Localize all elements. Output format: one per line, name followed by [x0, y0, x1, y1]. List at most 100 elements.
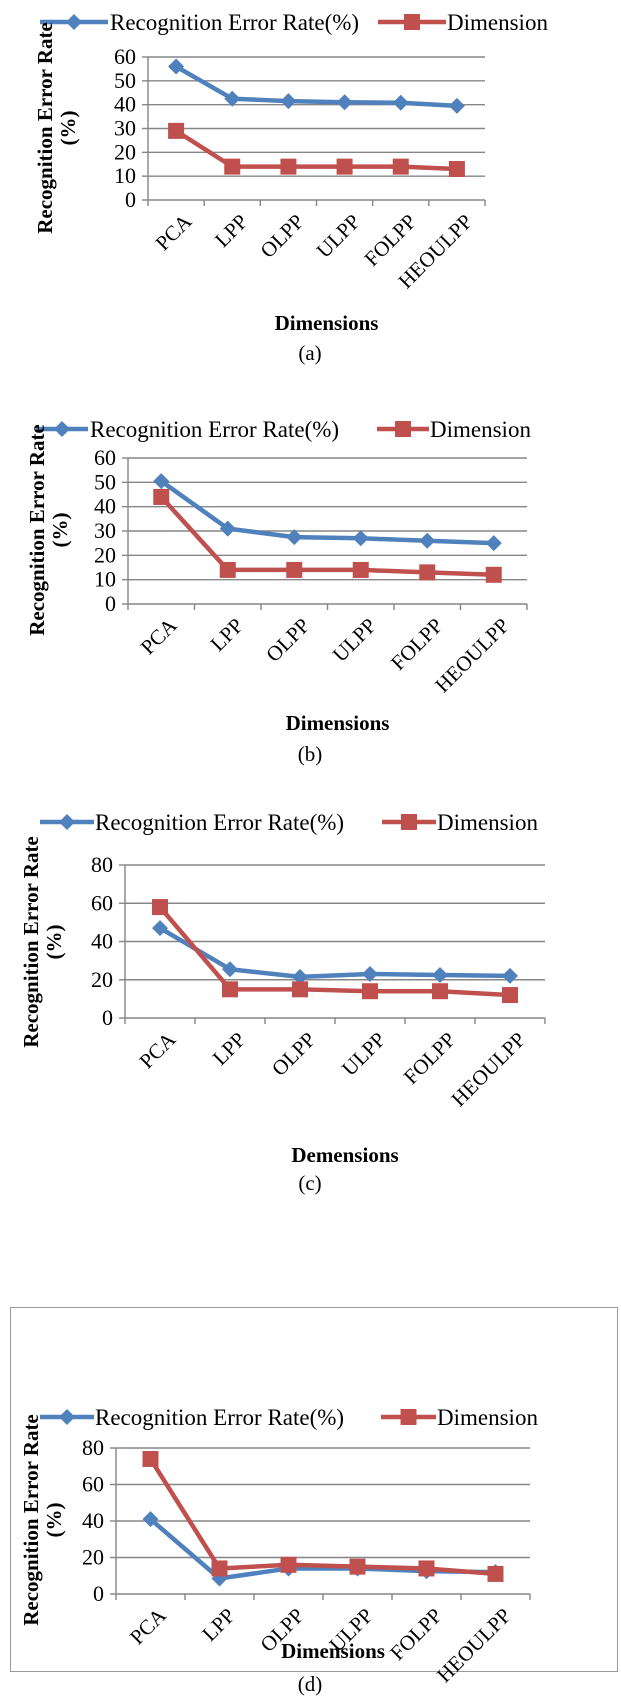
data-point-error-rate	[419, 532, 436, 549]
data-point-error-rate	[286, 529, 303, 546]
x-category-label: PCA	[136, 613, 182, 659]
x-category-label: PCA	[125, 1603, 171, 1649]
data-point-error-rate	[336, 94, 353, 111]
x-category-label: LPP	[210, 209, 253, 252]
series-line-dimension	[174, 128, 458, 172]
data-point-error-rate	[152, 920, 168, 937]
data-point-dimension	[487, 1565, 504, 1582]
legend-label-dimension: Dimension	[437, 810, 538, 835]
x-axis-title: Dimensions	[275, 311, 379, 335]
y-tick-label: 40	[94, 494, 116, 519]
legend-marker-dimension	[395, 421, 411, 437]
data-point-error-rate	[153, 473, 170, 490]
data-point-dimension	[142, 1450, 159, 1467]
y-tick-label: 10	[94, 567, 116, 592]
data-point-error-rate	[502, 967, 518, 984]
data-point-error-rate	[142, 1511, 159, 1528]
legend-label-error-rate: Recognition Error Rate(%)	[110, 10, 359, 35]
x-category-label: OLPP	[267, 1027, 320, 1080]
data-point-error-rate	[222, 961, 238, 978]
series-line-error-rate	[174, 64, 458, 109]
series-line-dimension	[159, 495, 494, 578]
series-line-dimension	[148, 1457, 496, 1577]
legend-label-error-rate: Recognition Error Rate(%)	[95, 810, 344, 835]
legend-label-dimension: Dimension	[430, 417, 531, 442]
y-axis-title-unit: (%)	[48, 513, 72, 548]
y-tick-label: 40	[91, 929, 113, 954]
y-tick-label: 0	[93, 1581, 104, 1606]
y-tick-label: 50	[94, 469, 116, 494]
series-line-dimension	[158, 905, 511, 998]
y-axis-title: Recognition Error Rate	[25, 424, 49, 636]
x-category-label: FOLPP	[399, 1027, 461, 1089]
data-point-dimension	[349, 1558, 366, 1575]
x-category-label: LPP	[205, 613, 248, 656]
data-point-dimension	[152, 899, 168, 916]
y-tick-label: 60	[82, 1472, 104, 1497]
y-tick-label: 10	[114, 163, 136, 188]
x-category-label: FOLPP	[385, 1603, 447, 1665]
data-point-error-rate	[292, 968, 308, 985]
data-point-dimension	[219, 561, 236, 578]
data-point-dimension	[418, 1560, 435, 1577]
data-point-error-rate	[448, 97, 465, 114]
y-tick-label: 60	[94, 445, 116, 470]
x-category-label: ULPP	[328, 613, 381, 666]
data-point-dimension	[222, 981, 238, 998]
x-axis-title: Demensions	[291, 1143, 398, 1167]
data-point-dimension	[362, 983, 378, 1000]
x-category-label: LPP	[208, 1027, 251, 1070]
y-axis-title: Recognition Error Rate	[33, 22, 57, 234]
data-point-dimension	[502, 987, 518, 1004]
data-point-error-rate	[485, 535, 502, 552]
data-point-dimension	[153, 488, 170, 505]
x-category-label: ULPP	[337, 1027, 390, 1080]
y-tick-label: 30	[114, 116, 136, 141]
x-category-label: OLPP	[255, 209, 308, 262]
y-tick-label: 80	[91, 852, 113, 877]
x-category-label: HEOULPP	[432, 1603, 516, 1687]
legend-marker-error-rate	[59, 814, 75, 830]
data-point-dimension	[211, 1560, 228, 1577]
data-point-error-rate	[392, 94, 409, 111]
legend-marker-dimension	[404, 14, 420, 30]
x-category-label: HEOULPP	[446, 1027, 530, 1111]
data-point-dimension	[280, 1556, 297, 1573]
legend-label-dimension: Dimension	[437, 1405, 538, 1430]
data-point-dimension	[292, 981, 308, 998]
chart-panel-c: 0 20 40 60 80 PCA LPP OLPP ULPP FOLPP HEOULPP Recog…	[0, 806, 621, 1301]
legend-marker-dimension	[400, 1409, 417, 1425]
y-tick-label: 60	[114, 44, 136, 69]
data-point-dimension	[280, 158, 297, 175]
chart-caption: (b)	[298, 742, 323, 766]
data-point-dimension	[286, 561, 303, 578]
chart-caption: (c)	[298, 1171, 321, 1195]
chart-d-frame	[10, 1307, 618, 1672]
data-point-error-rate	[224, 90, 241, 107]
x-category-label: FOLPP	[386, 613, 448, 675]
y-tick-label: 20	[82, 1545, 104, 1570]
y-axis-title-unit: (%)	[42, 925, 66, 960]
data-point-dimension	[336, 158, 353, 175]
y-tick-label: 40	[114, 92, 136, 117]
y-tick-label: 60	[91, 890, 113, 915]
series-line-error-rate	[158, 926, 511, 980]
chart-panel-b: 0 10 20 30 40 50 60 PCA LPP OLPP ULPP FOLPP HEOULPP R…	[0, 412, 621, 784]
chart-panel-a: 0 10 20 30 40 50 60 PCA LPP OLPP ULPP FOLPP HEOULPP R…	[0, 0, 621, 400]
legend-label-error-rate: Recognition Error Rate(%)	[90, 417, 339, 442]
x-axis-title: Dimensions	[281, 1639, 385, 1663]
y-tick-label: 20	[91, 967, 113, 992]
data-point-error-rate	[362, 966, 378, 983]
chart-panel-d: 0 20 40 60 80 PCA LPP OLPP ULPP FOLPP HEOULPP Recog…	[0, 1192, 621, 1696]
chart-caption: (d)	[298, 1672, 323, 1696]
data-point-error-rate	[352, 530, 369, 547]
x-category-label: ULPP	[312, 209, 365, 262]
y-tick-label: 0	[105, 591, 116, 616]
y-tick-label: 0	[125, 187, 136, 212]
y-axis-title-unit: (%)	[42, 1503, 66, 1538]
chart-caption: (a)	[298, 341, 321, 365]
